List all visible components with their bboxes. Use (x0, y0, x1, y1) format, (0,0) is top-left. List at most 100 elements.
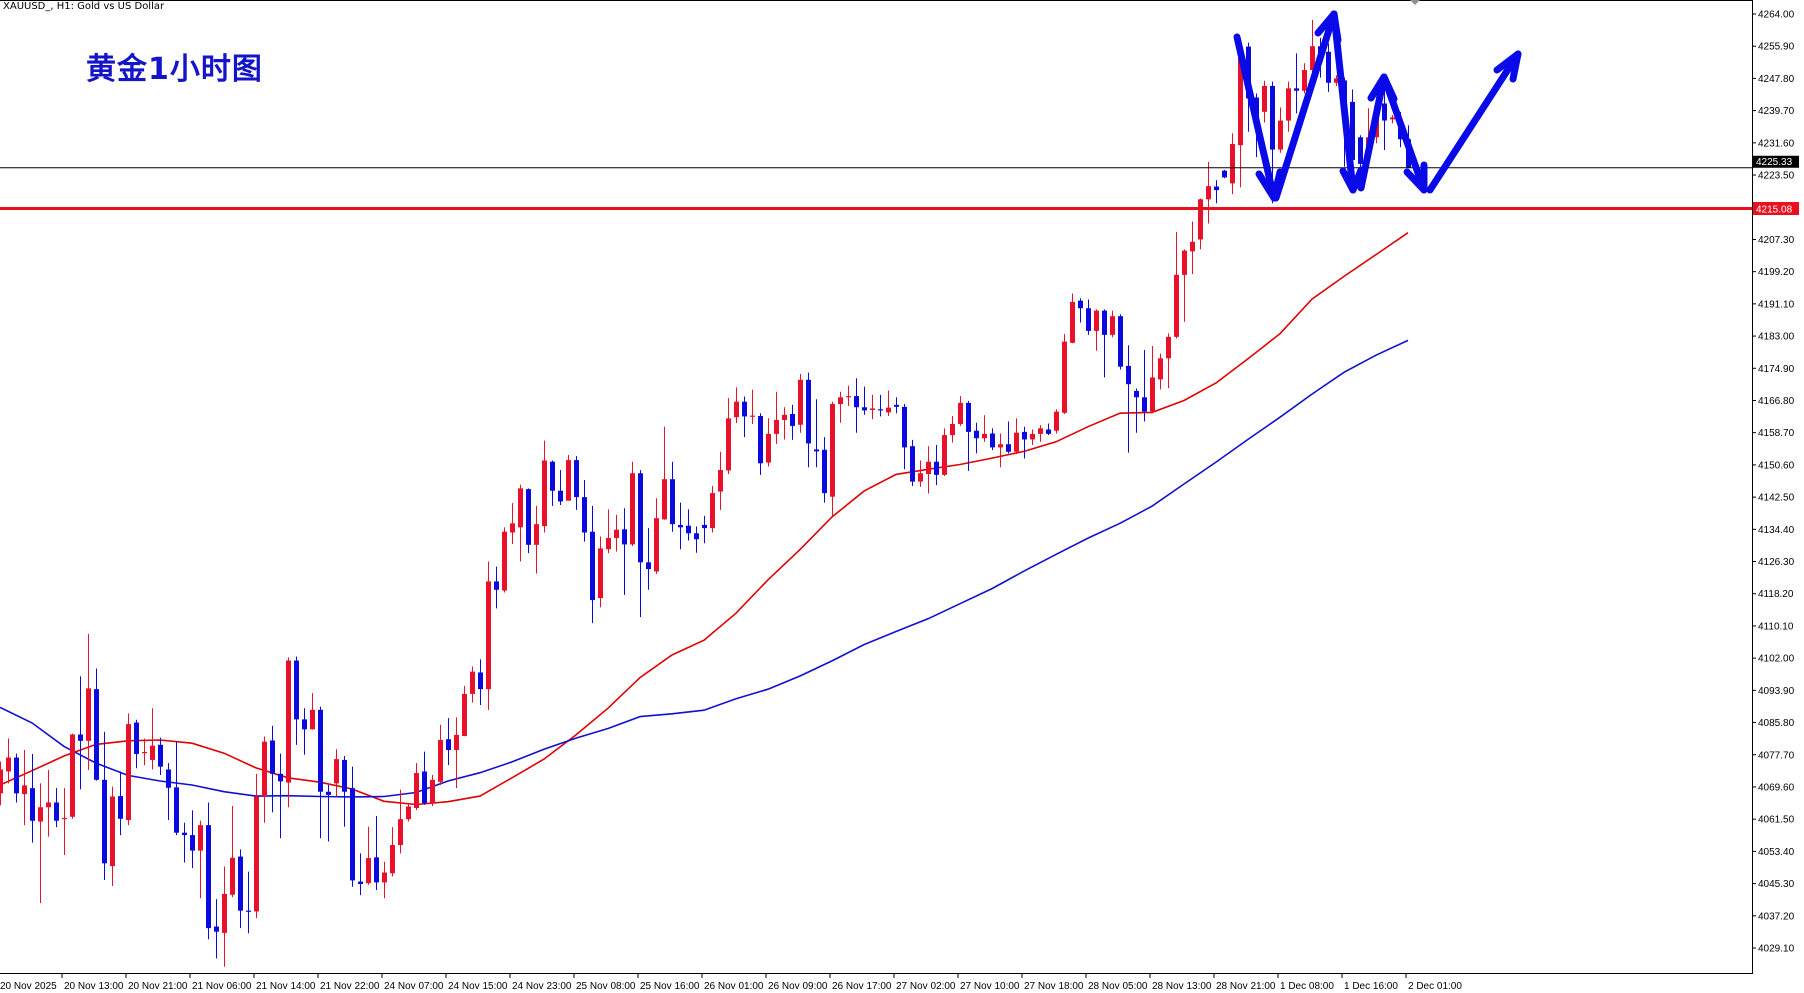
candle-body (862, 407, 867, 411)
candle-bearish (190, 810, 195, 869)
candle-body (694, 533, 699, 540)
candle-bullish (654, 498, 659, 574)
candle-body (886, 407, 891, 413)
candle-body (94, 689, 99, 780)
time-axis[interactable]: 20 Nov 2025 20 Nov 13:00 20 Nov 21:00 21 No… (0, 973, 1462, 992)
candle-bullish (1334, 75, 1339, 86)
candle-body (822, 449, 827, 494)
candle-body (646, 562, 651, 570)
candle-body (342, 759, 347, 792)
candle-body (790, 414, 795, 426)
time-tick-label: 26 Nov 09:00 (768, 981, 828, 992)
time-tick-label: 27 Nov 18:00 (1024, 981, 1084, 992)
candle-bullish (62, 788, 67, 855)
candle-body (14, 757, 19, 794)
candles (0, 19, 1411, 967)
candle-bearish (902, 404, 907, 470)
candle-bearish (342, 755, 347, 827)
time-tick-label: 26 Nov 17:00 (832, 981, 892, 992)
candle-body (150, 745, 155, 760)
candle-bullish (1070, 293, 1075, 344)
candle-body (86, 688, 91, 741)
price-tick-label: 4045.30 (1758, 879, 1795, 890)
candle-body (622, 529, 627, 545)
arrowhead-down-3-icon (1403, 161, 1428, 194)
candle-bearish (910, 439, 915, 486)
time-tick-label: 24 Nov 07:00 (384, 981, 444, 992)
candle-bullish (142, 738, 147, 766)
candle-body (38, 807, 43, 822)
candle-bullish (198, 820, 203, 899)
candle-body (534, 524, 539, 545)
candle-body (158, 744, 163, 767)
chart-frame (0, 0, 1753, 974)
candle-bullish (958, 396, 963, 426)
current-price-tag: 4225.33 (1756, 157, 1793, 168)
candle-bullish (710, 485, 715, 533)
candle-body (1326, 51, 1331, 83)
candle-body (910, 446, 915, 482)
candle-body (462, 693, 467, 737)
ma-slow-line (0, 339, 1409, 798)
arrowhead-down-2-icon (1339, 166, 1365, 194)
candle-bearish (30, 753, 35, 843)
candle-bullish (918, 460, 923, 487)
candle-body (1310, 46, 1315, 71)
candle-bearish (670, 461, 675, 532)
candle-body (670, 479, 675, 525)
candle-body (766, 433, 771, 463)
candle-body (30, 788, 35, 821)
chart-shift-marker-icon[interactable] (1410, 0, 1420, 5)
price-tick-label: 4255.90 (1758, 42, 1795, 53)
candle-body (1358, 137, 1363, 164)
candle-body (366, 858, 371, 884)
candle-bullish (998, 433, 1003, 468)
candle-bullish (462, 685, 467, 737)
candle-bullish (286, 657, 291, 808)
candle-bearish (1078, 298, 1083, 323)
time-tick-label: 21 Nov 22:00 (320, 981, 380, 992)
candle-bullish (150, 708, 155, 770)
candle-body (830, 404, 835, 497)
candle-bullish (1230, 133, 1235, 195)
price-tick-label: 4231.60 (1758, 138, 1795, 149)
candle-bullish (1054, 409, 1059, 434)
time-tick-label: 2 Dec 01:00 (1408, 981, 1462, 992)
candle-body (62, 817, 67, 820)
candle-bullish (1238, 50, 1243, 188)
candle-body (750, 415, 755, 417)
price-tick-label: 4085.80 (1758, 718, 1795, 729)
candle-body (1030, 433, 1035, 440)
candle-bearish (278, 753, 283, 839)
candle-bearish (582, 480, 587, 542)
candle-bullish (366, 826, 371, 885)
price-tags: 4225.33 4215.08 (1753, 155, 1799, 216)
candle-bearish (78, 676, 83, 790)
candle-body (782, 414, 787, 420)
candle-body (1166, 336, 1171, 359)
candle-bullish (1302, 63, 1307, 94)
candle-body (6, 757, 11, 772)
candle-bullish (870, 394, 875, 420)
candle-body (246, 910, 251, 912)
horizontal-lines (0, 167, 1752, 211)
candle-body (22, 785, 27, 795)
candle-body (358, 881, 363, 884)
price-axis[interactable]: 4264.00 4255.90 4247.80 4239.70 4231.60 4223.… (1752, 10, 1795, 955)
candle-body (270, 740, 275, 774)
candle-body (1006, 444, 1011, 452)
candle-bearish (494, 566, 499, 609)
time-tick-label: 20 Nov 13:00 (64, 981, 124, 992)
candle-body (966, 402, 971, 432)
annotation-title: 黄金1小时图 (86, 52, 263, 87)
candle-bullish (982, 415, 987, 442)
candle-body (422, 771, 427, 804)
candle-body (542, 460, 547, 527)
candle-body (1102, 310, 1107, 335)
candle-bullish (1198, 198, 1203, 250)
candle-bearish (446, 718, 451, 766)
candle-body (1110, 316, 1115, 335)
candle-bullish (846, 385, 851, 407)
candle-bullish (838, 391, 843, 423)
